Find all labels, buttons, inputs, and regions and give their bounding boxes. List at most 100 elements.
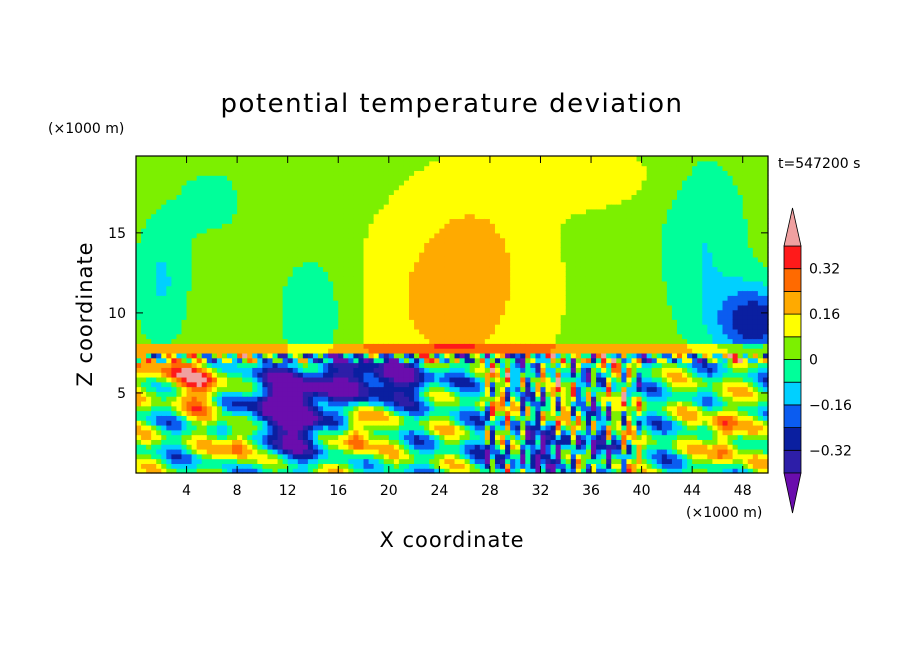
heatmap-cell — [323, 204, 329, 210]
heatmap-cell — [429, 458, 435, 464]
heatmap-cell — [343, 429, 349, 436]
heatmap-cell — [505, 324, 511, 330]
heatmap-cell — [393, 189, 400, 196]
heatmap-cell — [469, 300, 476, 306]
heatmap-cell — [191, 348, 198, 354]
heatmap-cell — [494, 453, 501, 460]
heatmap-cell — [267, 352, 274, 359]
heatmap-cell — [176, 247, 183, 253]
heatmap-cell — [434, 352, 440, 359]
heatmap-cell — [353, 381, 360, 388]
heatmap-cell — [297, 165, 304, 172]
heatmap-cell — [474, 458, 481, 464]
heatmap-cell — [398, 218, 405, 224]
heatmap-cell — [227, 396, 233, 402]
heatmap-cell — [287, 429, 294, 436]
heatmap-cell — [136, 391, 142, 397]
heatmap-cell — [474, 396, 481, 402]
heatmap-cell — [419, 348, 425, 354]
heatmap-cell — [146, 352, 152, 359]
heatmap-cell — [181, 405, 188, 412]
heatmap-cell — [383, 324, 390, 330]
heatmap-cell — [403, 237, 410, 244]
heatmap-cell — [489, 410, 496, 416]
heatmap-cell — [247, 362, 253, 368]
heatmap-cell — [343, 165, 349, 172]
heatmap-cell — [348, 453, 355, 460]
heatmap-cell — [464, 280, 471, 287]
heatmap-cell — [479, 218, 486, 224]
heatmap-cell — [292, 285, 299, 292]
heatmap-cell — [459, 396, 466, 402]
heatmap-cell — [201, 189, 208, 196]
heatmap-cell — [312, 304, 319, 311]
heatmap-cell — [277, 319, 284, 325]
heatmap-cell — [323, 276, 329, 282]
heatmap-cell — [393, 357, 400, 364]
heatmap-cell — [424, 348, 430, 354]
heatmap-cell — [373, 223, 380, 229]
heatmap-cell — [292, 396, 299, 402]
heatmap-cell — [469, 352, 476, 359]
heatmap-cell — [287, 165, 294, 172]
heatmap-cell — [302, 376, 309, 383]
heatmap-cell — [363, 247, 370, 253]
heatmap-cell — [439, 352, 446, 359]
heatmap-cell — [373, 160, 380, 167]
heatmap-cell — [146, 156, 152, 162]
heatmap-cell — [449, 468, 456, 474]
heatmap-cell — [252, 223, 258, 229]
heatmap-cell — [323, 453, 329, 460]
heatmap-cell — [156, 252, 162, 258]
heatmap-cell — [484, 314, 491, 320]
heatmap-cell — [484, 463, 491, 469]
heatmap-cell — [267, 439, 274, 445]
heatmap-cell — [237, 468, 243, 474]
heatmap-cell — [302, 223, 309, 229]
heatmap-cell — [434, 194, 440, 200]
heatmap-cell — [393, 405, 400, 412]
heatmap-cell — [302, 468, 309, 474]
heatmap-cell — [171, 372, 178, 378]
heatmap-cell — [333, 223, 339, 229]
heatmap-cell — [439, 424, 446, 431]
heatmap-cell — [358, 343, 365, 349]
heatmap-cell — [196, 463, 203, 469]
heatmap-cell — [358, 453, 365, 460]
heatmap-cell — [500, 199, 506, 205]
heatmap-cell — [211, 386, 218, 392]
heatmap-cell — [479, 156, 486, 162]
heatmap-cell — [469, 448, 476, 455]
heatmap-cell — [156, 410, 162, 416]
heatmap-cell — [232, 357, 238, 364]
heatmap-cell — [267, 218, 274, 224]
heatmap-cell — [252, 304, 258, 311]
heatmap-cell — [156, 208, 162, 215]
heatmap-cell — [232, 213, 238, 220]
heatmap-cell — [201, 261, 208, 268]
heatmap-cell — [191, 213, 198, 220]
heatmap-cell — [449, 343, 456, 349]
heatmap-cell — [287, 218, 294, 224]
heatmap-cell — [373, 372, 380, 378]
heatmap-cell — [318, 165, 324, 172]
heatmap-cell — [191, 376, 198, 383]
heatmap-cell — [171, 367, 178, 373]
heatmap-cell — [424, 424, 430, 431]
heatmap-cell — [328, 228, 334, 234]
heatmap-cell — [434, 242, 440, 248]
heatmap-cell — [449, 348, 456, 354]
heatmap-cell — [484, 381, 491, 388]
heatmap-cell — [479, 343, 486, 349]
heatmap-cell — [383, 352, 390, 359]
heatmap-cell — [419, 175, 425, 181]
heatmap-cell — [494, 367, 501, 373]
heatmap-cell — [444, 458, 451, 464]
heatmap-cell — [459, 300, 466, 306]
heatmap-cell — [302, 410, 309, 416]
heatmap-cell — [237, 372, 243, 378]
heatmap-cell — [161, 410, 167, 416]
heatmap-cell — [469, 458, 476, 464]
heatmap-cell — [505, 458, 511, 464]
heatmap-cell — [166, 372, 172, 378]
